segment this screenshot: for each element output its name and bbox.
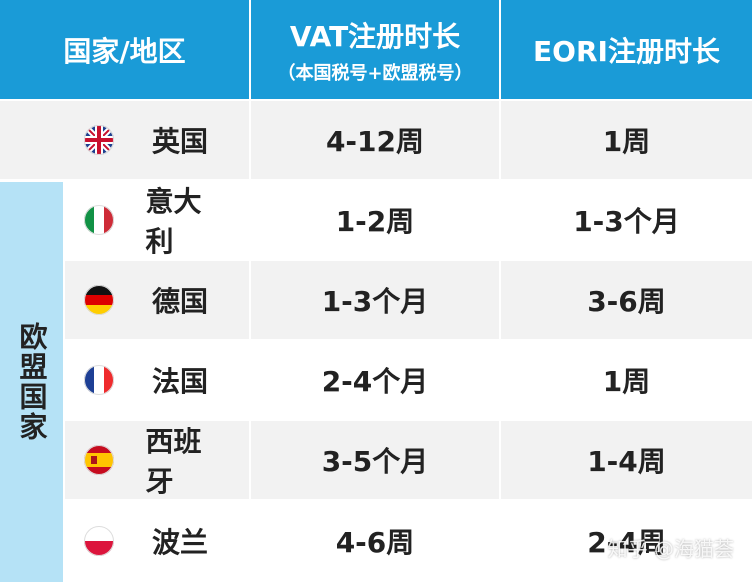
flag-icon [84, 205, 114, 235]
country-name: 法国 [151, 365, 209, 398]
flag-icon [84, 365, 114, 395]
header-cell: EORI注册时长 [501, 0, 752, 99]
header-cell: VAT注册时长 （本国税号+欧盟税号） [251, 0, 499, 99]
eori-cell: 1周 [501, 101, 752, 179]
country-name: 西班牙 [145, 425, 202, 498]
country-name: 波兰 [151, 526, 209, 559]
vat-cell: 4-12周 [251, 101, 499, 179]
flag-icon [84, 526, 114, 556]
vat-cell: 1-3个月 [251, 261, 499, 339]
vat-cell: 2-4个月 [251, 341, 499, 419]
header-text: VAT注册时长 [289, 19, 461, 53]
watermark: 知乎 @海猫荟 [607, 537, 734, 561]
vat-cell: 4-6周 [251, 501, 499, 581]
country-cell: 意大利 [65, 181, 249, 259]
header-cell: 国家/地区 [0, 0, 249, 99]
header-text: 国家/地区 [63, 34, 186, 68]
flag-icon [84, 125, 114, 155]
country-cell: 英国 [0, 101, 249, 179]
header-text: EORI注册时长 [533, 34, 720, 68]
eori-cell: 1-3个月 [501, 181, 752, 259]
eori-cell: 3-6周 [501, 261, 752, 339]
country-cell: 德国 [65, 261, 249, 339]
eori-cell: 2-4周 [501, 501, 752, 581]
eori-cell: 1-4周 [501, 421, 752, 499]
vat-cell: 1-2周 [251, 181, 499, 259]
country-name: 德国 [151, 285, 209, 318]
flag-icon [84, 285, 114, 315]
country-cell: 西班牙 [65, 421, 249, 499]
group-label: 欧盟国家 [0, 182, 63, 582]
eori-cell: 1周 [501, 341, 752, 419]
country-cell: 波兰 [65, 501, 249, 581]
flag-icon [84, 445, 114, 475]
vat-cell: 3-5个月 [251, 421, 499, 499]
country-name: 英国 [151, 125, 209, 158]
country-name: 意大利 [145, 185, 202, 258]
header-note: （本国税号+欧盟税号） [277, 62, 473, 84]
country-cell: 法国 [65, 341, 249, 419]
